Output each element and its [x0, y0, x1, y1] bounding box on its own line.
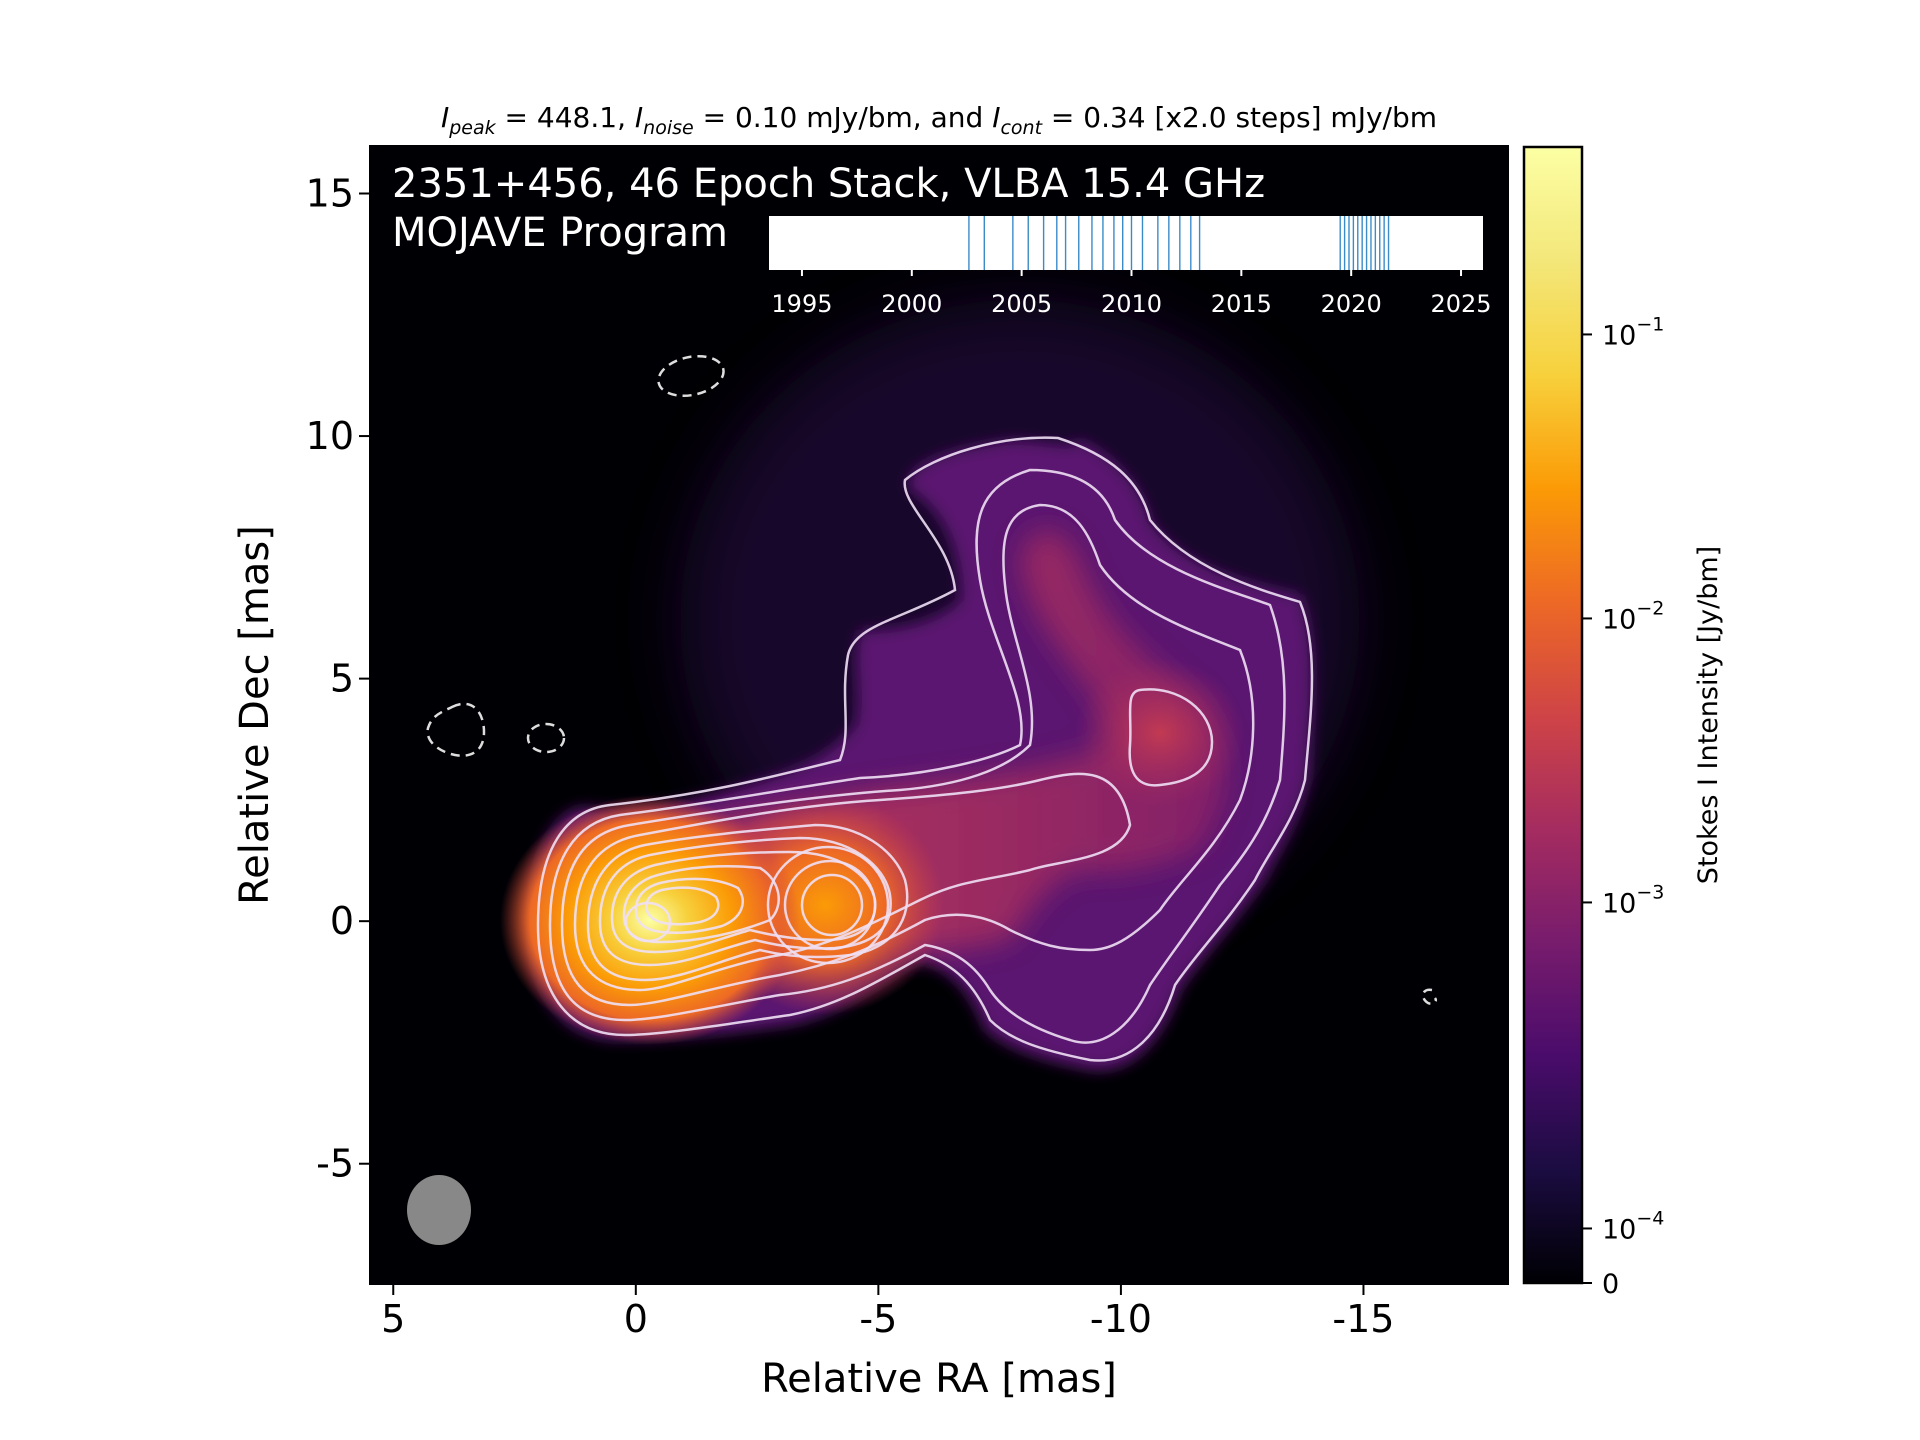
y-tick-label: 15 — [306, 172, 354, 216]
colorbar-label: Stokes I Intensity [Jy/bm] — [1693, 546, 1724, 884]
y-tick-label: 10 — [306, 414, 354, 458]
epoch-tick-label: 2015 — [1211, 290, 1272, 318]
colorbar-gradient — [1522, 145, 1584, 1285]
contour-knot-mid — [783, 859, 877, 951]
program-label: MOJAVE Program — [392, 210, 728, 256]
colorbar-tick-label: 10−1 — [1602, 313, 1664, 351]
y-tick-label: 5 — [330, 657, 354, 701]
x-tick-label: 0 — [624, 1297, 648, 1341]
colorbar: 10−1 10−2 10−3 10−4 0 Stokes I Intensity [Jy… — [1522, 145, 1724, 1300]
y-tick-label: 0 — [330, 899, 354, 943]
contour-level-10 — [645, 886, 720, 926]
epoch-tick-label: 2010 — [1101, 290, 1162, 318]
epoch-lines — [968, 216, 1390, 270]
x-axis-ticks: 5 0 -5 -10 -15 — [381, 1285, 1395, 1341]
colorbar-tick-label: 10−4 — [1602, 1207, 1664, 1245]
x-tick-label: -10 — [1090, 1297, 1152, 1341]
epoch-inset-background — [769, 216, 1483, 270]
contour-level-1 — [536, 436, 1314, 1062]
contour-level-7 — [610, 850, 877, 954]
blob-glow — [1075, 658, 1245, 808]
colorbar-tick-label: 10−2 — [1602, 597, 1664, 635]
x-axis-label: Relative RA [mas] — [761, 1356, 1117, 1402]
colorbar-tick-label: 0 — [1602, 1269, 1619, 1300]
contour-level-6 — [598, 836, 892, 967]
epoch-axis-ticks: 1995 2000 2005 2010 2015 2020 2025 — [771, 270, 1492, 318]
x-tick-label: -5 — [859, 1297, 897, 1341]
epoch-tick-label: 2020 — [1321, 290, 1382, 318]
contour-level-2 — [548, 468, 1286, 1044]
contour-level-3 — [560, 503, 1255, 1007]
negative-contour-1 — [657, 354, 725, 398]
source-label: 2351+456, 46 Epoch Stack, VLBA 15.4 GHz — [392, 161, 1265, 207]
y-axis-ticks: 15 10 5 0 -5 — [306, 172, 369, 1186]
negative-contours — [426, 354, 1437, 1005]
contour-blob — [1128, 688, 1214, 787]
x-tick-label: -15 — [1332, 1297, 1394, 1341]
epoch-inset: 1995 2000 2005 2010 2015 2020 2025 — [769, 216, 1492, 318]
epoch-tick-label: 2005 — [991, 290, 1052, 318]
beam-ellipse — [407, 1175, 471, 1245]
contour-knot-inner — [800, 873, 864, 937]
positive-contours — [536, 436, 1314, 1062]
epoch-tick-label: 2000 — [881, 290, 942, 318]
colorbar-ticks: 10−1 10−2 10−3 10−4 0 — [1582, 313, 1664, 1300]
negative-contour-3 — [526, 722, 566, 754]
core-glow — [500, 795, 800, 1045]
y-axis-label: Relative Dec [mas] — [232, 525, 278, 905]
image-panel: 2351+456, 46 Epoch Stack, VLBA 15.4 GHz … — [369, 145, 1509, 1285]
contour-knot-outer — [766, 845, 890, 965]
contour-core-peak — [624, 901, 672, 943]
contour-level-4 — [573, 772, 1132, 992]
x-tick-label: 5 — [381, 1297, 405, 1341]
negative-contour-4 — [1421, 988, 1437, 1005]
contour-level-8 — [622, 865, 780, 944]
negative-contour-2 — [426, 702, 486, 757]
y-tick-label: -5 — [316, 1142, 354, 1186]
epoch-tick-label: 1995 — [771, 290, 832, 318]
epoch-tick-label: 2025 — [1430, 290, 1491, 318]
colorbar-tick-label: 10−3 — [1602, 881, 1664, 919]
contour-level-5 — [586, 823, 909, 982]
intensity-map — [407, 300, 1437, 1245]
plot-title: Ipeak = 448.1, Inoise = 0.10 mJy/bm, and… — [441, 101, 1437, 139]
